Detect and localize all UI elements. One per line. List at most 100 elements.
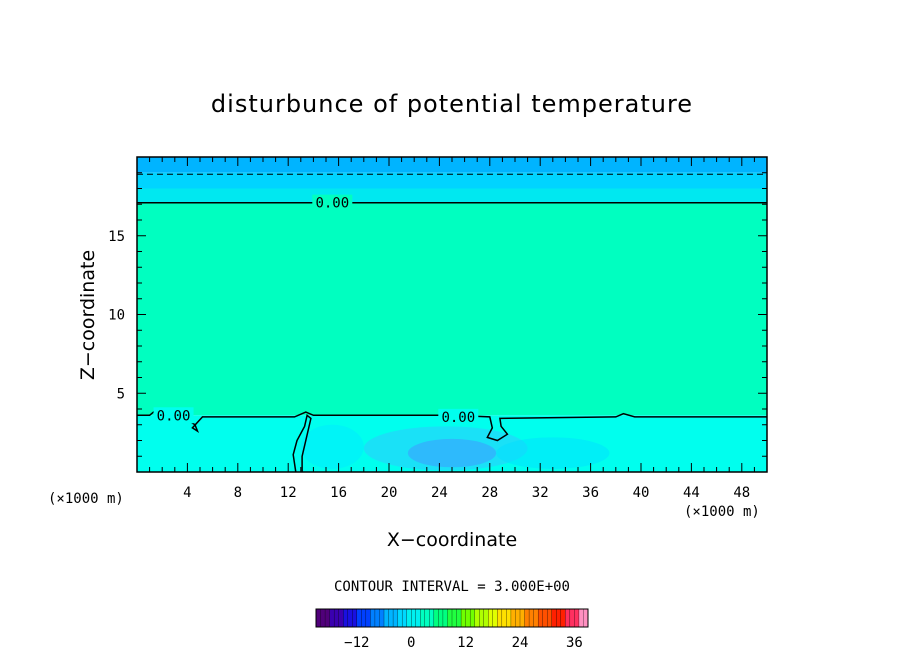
field-band-2 [137, 188, 767, 203]
contour-labels: 0.00 0.00 0.00 [153, 194, 479, 426]
colorbar-cell [497, 608, 503, 628]
contour-label-text: 0.00 [441, 410, 475, 426]
colorbar-cell [547, 608, 553, 628]
x-tick-label: 24 [431, 485, 448, 501]
colorbar-cell [510, 608, 516, 628]
field-band-1 [137, 172, 767, 189]
colorbar-cell [420, 608, 426, 628]
colorbar-cell [338, 608, 344, 628]
colorbar-cell [560, 608, 566, 628]
colorbar-cell [401, 608, 408, 628]
colorbar-cell [333, 608, 340, 628]
colorbar-cell [551, 608, 557, 628]
colorbar-tick-label: 12 [457, 635, 474, 651]
contour-label-text: 0.00 [315, 196, 349, 212]
x-tick-label: 12 [280, 485, 297, 501]
x-tick-label: 20 [381, 485, 398, 501]
colorbar-cell [583, 608, 589, 628]
colorbar-cell [392, 608, 398, 628]
colorbar-cell [442, 608, 448, 628]
colorbar-cell [343, 608, 349, 628]
colorbar-cell [388, 608, 394, 628]
colorbar-cell [515, 608, 521, 628]
colorbar-cell [451, 608, 457, 628]
colorbar-cell [456, 608, 462, 628]
colorbar-cell [438, 608, 444, 628]
colorbar-cell [429, 608, 435, 628]
x-tick-label: 36 [582, 485, 599, 501]
x-tick-label: 32 [532, 485, 549, 501]
colorbar-cell [415, 608, 421, 628]
colorbar-cell [447, 608, 453, 628]
x-tick-label: 4 [183, 485, 191, 501]
colorbar-cell [519, 608, 525, 628]
colorbar-cell [479, 608, 485, 628]
contour-label-text: 0.00 [157, 408, 191, 424]
x-tick-label: 8 [234, 485, 242, 501]
colorbar-cell [324, 608, 330, 628]
colorbar-cell [356, 608, 362, 628]
colorbar-tick-label: 24 [512, 635, 529, 651]
colorbar-cell [488, 608, 494, 628]
colorbar-cell [465, 608, 471, 628]
field-band-3 [137, 202, 767, 416]
colorbar-cell [329, 608, 335, 628]
x-axis-label: X−coordinate [387, 529, 517, 551]
colorbar-cell [406, 608, 412, 628]
colorbar-cell [569, 608, 575, 628]
colorbar-frame [315, 608, 589, 628]
colorbar-cell [411, 608, 417, 628]
x-tick-label: 16 [330, 485, 347, 501]
zero-contour-2 [292, 413, 312, 472]
x-tick-label: 48 [733, 485, 750, 501]
contour-label-2: 0.00 [438, 408, 479, 426]
field-band-0 [137, 157, 767, 173]
x-tick-label: 40 [633, 485, 650, 501]
colorbar-cell [469, 608, 476, 628]
cold-pool-patch-2 [496, 437, 610, 469]
field-fill [137, 157, 767, 472]
colorbar-cell [578, 608, 584, 628]
colorbar-cell [533, 608, 539, 628]
y-tick-label: 10 [108, 308, 125, 324]
x-unit-right: (×1000 m) [684, 504, 760, 520]
colorbar-cell [383, 608, 389, 628]
colorbar-cell [483, 608, 489, 628]
contour-label-1: 0.00 [153, 407, 194, 424]
colorbar: −12 0 12 24 36 [315, 608, 589, 651]
contour-label-bg [438, 408, 479, 425]
cold-pool-patch-1 [407, 438, 497, 468]
colorbar-cell [315, 608, 321, 628]
cold-pool-patch-3 [300, 424, 364, 469]
colorbar-cell [374, 608, 380, 628]
colorbar-cell [460, 608, 466, 628]
colorbar-cell [506, 608, 512, 628]
contour-label-0: 0.00 [312, 194, 353, 212]
colorbar-cell [474, 608, 480, 628]
x-tick-label: 28 [481, 485, 498, 501]
colorbar-cell [365, 608, 371, 628]
colorbar-cell [574, 608, 580, 628]
colorbar-cell [320, 608, 326, 628]
colorbar-tick-label: −12 [344, 635, 369, 651]
y-tick-label: 15 [108, 229, 125, 245]
colorbar-tick-label: 0 [407, 635, 415, 651]
contour-interval-text: CONTOUR INTERVAL = 3.000E+00 [334, 579, 570, 595]
contour-label-bg [312, 194, 353, 211]
chart-title: disturbunce of potential temperature [211, 90, 693, 118]
colorbar-cell [556, 608, 562, 628]
x-tick-label: 44 [683, 485, 700, 501]
colorbar-cell [524, 608, 530, 628]
colorbar-cell [542, 608, 548, 628]
x-unit-left: (×1000 m) [48, 491, 124, 507]
contour-label-bg [153, 407, 194, 424]
colorbar-cell [501, 608, 507, 628]
y-tick-label: 5 [117, 386, 125, 402]
colorbar-cell [397, 608, 403, 628]
colorbar-cell [537, 608, 544, 628]
colorbar-tick-label: 36 [566, 635, 583, 651]
colorbar-cell [492, 608, 498, 628]
colorbar-cell [370, 608, 376, 628]
